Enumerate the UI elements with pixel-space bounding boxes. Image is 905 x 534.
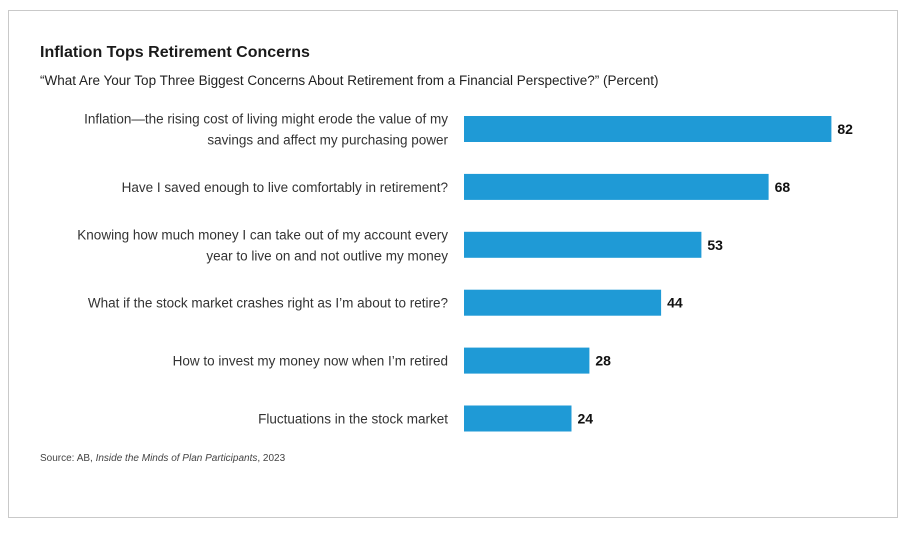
chart-frame bbox=[8, 10, 898, 518]
data-label-3: 53 bbox=[707, 237, 723, 253]
bar-2 bbox=[464, 173, 769, 200]
data-label-1: 82 bbox=[837, 121, 853, 137]
source-prefix: Source: AB, bbox=[40, 453, 96, 464]
category-label-2: Have I saved enough to live comfortably … bbox=[122, 180, 448, 195]
bar-3 bbox=[464, 231, 702, 258]
bar-4 bbox=[464, 289, 662, 316]
data-label-4: 44 bbox=[667, 295, 683, 311]
category-label-1-line-2: savings and affect my purchasing power bbox=[207, 133, 448, 148]
data-label-5: 28 bbox=[595, 353, 611, 369]
data-label-2: 68 bbox=[775, 179, 791, 195]
data-label-6: 24 bbox=[578, 411, 594, 427]
chart-title: Inflation Tops Retirement Concerns bbox=[40, 44, 310, 61]
category-label-3-line-2: year to live on and not outlive my money bbox=[206, 248, 448, 263]
source-publication: Inside the Minds of Plan Participants bbox=[95, 453, 258, 464]
source-note: Source: AB, Inside the Minds of Plan Par… bbox=[40, 453, 285, 464]
bar-1 bbox=[464, 116, 832, 142]
category-label-1-line-1: Inflation—the rising cost of living migh… bbox=[84, 112, 448, 127]
chart-subtitle: “What Are Your Top Three Biggest Concern… bbox=[40, 73, 659, 88]
bar-6 bbox=[464, 405, 572, 432]
source-suffix: , 2023 bbox=[257, 453, 286, 464]
category-label-6: Fluctuations in the stock market bbox=[258, 412, 448, 427]
bar-5 bbox=[464, 347, 590, 374]
category-label-3-line-1: Knowing how much money I can take out of… bbox=[77, 227, 448, 242]
category-label-4: What if the stock market crashes right a… bbox=[88, 296, 448, 311]
category-label-5: How to invest my money now when I’m reti… bbox=[173, 354, 448, 369]
